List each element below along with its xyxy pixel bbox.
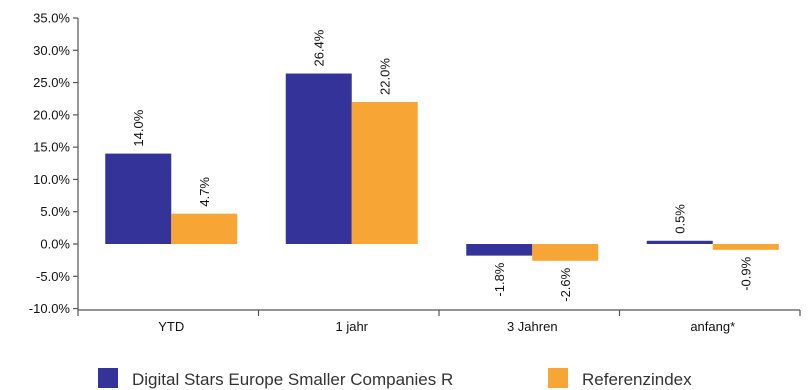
legend-label: Digital Stars Europe Smaller Companies R	[132, 370, 453, 389]
data-label: 22.0%	[378, 58, 393, 95]
data-label: -0.9%	[739, 256, 754, 290]
chart-legend: Digital Stars Europe Smaller Companies R…	[98, 368, 692, 389]
data-label: 4.7%	[197, 177, 212, 207]
bar	[285, 73, 352, 244]
bar	[466, 244, 533, 256]
x-tick-label: anfang*	[690, 319, 735, 334]
x-tick-label: 1 jahr	[335, 319, 368, 334]
y-tick-label: 20.0%	[33, 107, 70, 122]
data-label: -2.6%	[558, 267, 573, 301]
y-tick-label: 15.0%	[33, 140, 70, 155]
bar	[712, 244, 779, 250]
y-tick-label: 30.0%	[33, 43, 70, 58]
y-tick-label: -5.0%	[36, 269, 70, 284]
y-tick-label: 10.0%	[33, 172, 70, 187]
y-tick-label: -10.0%	[29, 301, 71, 316]
data-label: -1.8%	[492, 262, 507, 296]
chart-bars	[105, 73, 779, 261]
bar	[532, 244, 599, 261]
bar	[351, 101, 418, 244]
x-tick-label: YTD	[158, 319, 184, 334]
data-label: 14.0%	[131, 109, 146, 146]
y-tick-label: 25.0%	[33, 75, 70, 90]
data-label: 0.5%	[673, 204, 688, 234]
legend-label: Referenzindex	[582, 370, 692, 389]
legend-swatch	[548, 368, 568, 388]
y-tick-label: 35.0%	[33, 11, 70, 26]
bar	[171, 213, 238, 244]
data-label: 26.4%	[312, 29, 327, 66]
bar	[105, 153, 172, 244]
y-tick-label: 5.0%	[40, 204, 70, 219]
bar	[646, 240, 713, 244]
legend-swatch	[98, 368, 118, 388]
chart-axes: 35.0% 30.0% 25.0% 20.0% 15.0% 10.0% 5.0% 0.0% -5…	[29, 11, 801, 334]
y-tick-label: 0.0%	[40, 237, 70, 252]
chart-data-labels: 14.0% 4.7% 26.4% 22.0% -1.8% -2.6% 0.5% -0.9%	[131, 29, 754, 302]
x-tick-label: 3 Jahren	[507, 319, 558, 334]
